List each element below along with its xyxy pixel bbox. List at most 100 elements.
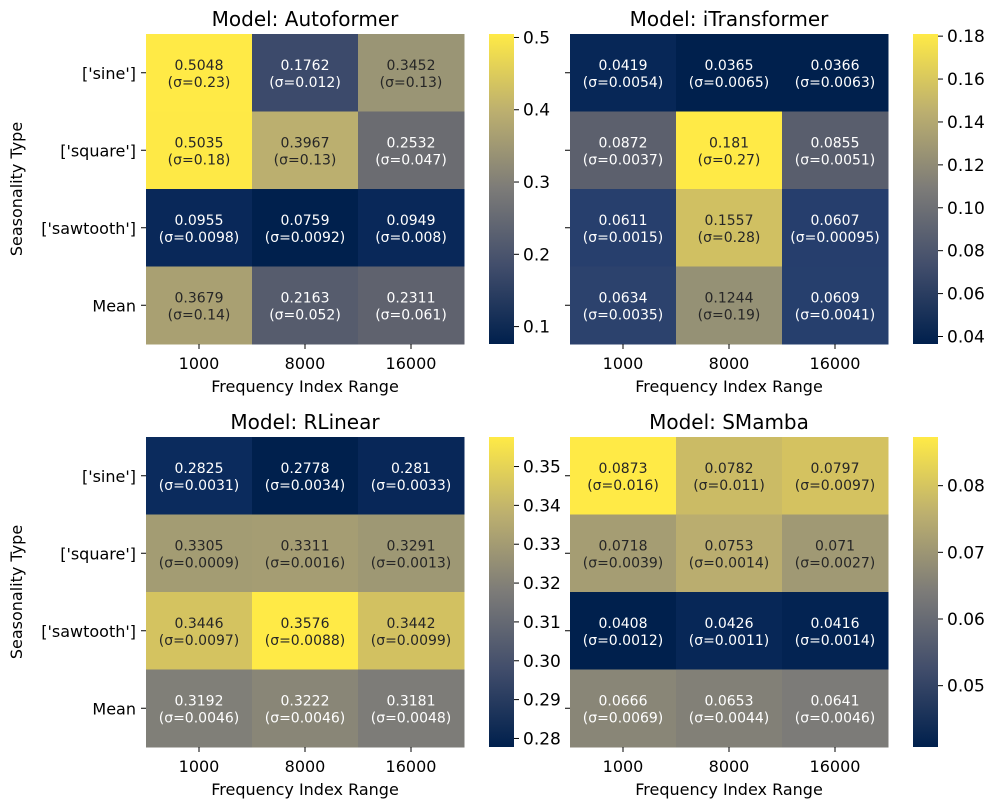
colorbar-tick-label: 0.35 (523, 458, 561, 478)
cell-sigma-label: (σ=0.0011) (689, 633, 770, 649)
heatmap-cell (782, 437, 889, 515)
y-tick-label: ['square'] (60, 544, 136, 563)
colorbar-tick-label: 0.31 (523, 613, 561, 633)
heatmap-cell (146, 437, 253, 515)
cell-sigma-label: (σ=0.0035) (583, 307, 664, 323)
heatmap-panel-1: Model: iTransformer 0.0419(σ=0.0054) 0.036… (565, 7, 985, 396)
colorbar-tick-label: 0.1 (523, 318, 550, 338)
cell-value-label: 0.0955 (175, 213, 224, 229)
heatmap-cell (358, 111, 465, 190)
heatmap-cell (570, 669, 677, 748)
heatmap-cell (570, 34, 677, 112)
cell-value-label: 0.5048 (175, 58, 224, 74)
cell-sigma-label: (σ=0.23) (168, 75, 231, 91)
cell-sigma-label: (σ=0.0044) (689, 710, 770, 726)
cell-value-label: 0.3452 (387, 58, 436, 74)
x-axis-label: Frequency Index Range (635, 780, 823, 799)
heatmap-cell (146, 514, 253, 593)
x-tick-label: 8000 (709, 757, 750, 776)
cell-sigma-label: (σ=0.008) (375, 230, 447, 246)
cell-value-label: 0.071 (815, 538, 855, 554)
heatmap-cell (570, 189, 677, 267)
colorbar-tick-label: 0.16 (947, 70, 985, 90)
cell-sigma-label: (σ=0.14) (168, 307, 231, 323)
heatmap-cell (570, 266, 677, 345)
heatmap-cell (676, 592, 783, 670)
cell-sigma-label: (σ=0.19) (698, 307, 761, 323)
cell-value-label: 0.5035 (175, 135, 224, 151)
cell-sigma-label: (σ=0.28) (698, 230, 761, 246)
cell-sigma-label: (σ=0.0046) (159, 710, 240, 726)
heatmap-cell (146, 592, 253, 670)
cell-sigma-label: (σ=0.012) (269, 75, 341, 91)
cell-sigma-label: (σ=0.0048) (371, 710, 452, 726)
cell-value-label: 0.0759 (281, 213, 330, 229)
cell-sigma-label: (σ=0.0014) (689, 555, 770, 571)
x-axis-label: Frequency Index Range (211, 377, 399, 396)
heatmap-panel-0: Model: Autoformer0.5048(σ=0.23)0.1762(σ=… (7, 7, 550, 396)
cell-value-label: 0.3305 (175, 538, 224, 554)
cell-sigma-label: (σ=0.0012) (583, 633, 664, 649)
cell-sigma-label: (σ=0.011) (693, 478, 765, 494)
panel-title: Model: RLinear (230, 410, 380, 434)
cell-sigma-label: (σ=0.0097) (795, 478, 876, 494)
x-tick-label: 16000 (386, 757, 437, 776)
x-tick-label: 1000 (179, 757, 220, 776)
cell-value-label: 0.3446 (175, 616, 224, 632)
cell-value-label: 0.0949 (387, 213, 436, 229)
cell-sigma-label: (σ=0.052) (269, 307, 341, 323)
heatmap-cell (782, 514, 889, 593)
heatmap-cell (358, 592, 465, 670)
cell-value-label: 0.0753 (705, 538, 754, 554)
colorbar-tick-label: 0.28 (523, 729, 561, 749)
cell-value-label: 0.281 (391, 461, 431, 477)
colorbar-tick-label: 0.4 (523, 101, 550, 121)
cell-sigma-label: (σ=0.0063) (795, 75, 876, 91)
cell-value-label: 0.0634 (599, 290, 648, 306)
cell-value-label: 0.0797 (811, 461, 860, 477)
heatmap-cell (570, 437, 677, 515)
x-tick-label: 1000 (603, 757, 644, 776)
cell-sigma-label: (σ=0.0046) (265, 710, 346, 726)
colorbar-tick-label: 0.04 (947, 327, 985, 347)
cell-sigma-label: (σ=0.0031) (159, 478, 240, 494)
colorbar-tick-label: 0.08 (947, 477, 985, 497)
cell-sigma-label: (σ=0.047) (375, 152, 447, 168)
heatmap-cell (782, 189, 889, 267)
cell-value-label: 0.3181 (387, 693, 436, 709)
cell-value-label: 0.2532 (387, 135, 436, 151)
cell-value-label: 0.0365 (705, 58, 754, 74)
heatmap-cell (252, 669, 359, 748)
colorbar-tick-label: 0.10 (947, 199, 985, 219)
cell-sigma-label: (σ=0.0034) (265, 478, 346, 494)
cell-sigma-label: (σ=0.13) (274, 152, 337, 168)
cell-value-label: 0.3442 (387, 616, 436, 632)
x-axis-label: Frequency Index Range (211, 780, 399, 799)
heatmap-panel-2: Model: RLinear0.2825(σ=0.0031)0.2778(σ=0… (7, 410, 561, 799)
heatmap-cell (570, 111, 677, 190)
cell-value-label: 0.0426 (705, 616, 754, 632)
colorbar-tick-label: 0.30 (523, 652, 561, 672)
cell-sigma-label: (σ=0.0088) (265, 633, 346, 649)
x-tick-label: 1000 (603, 354, 644, 373)
cell-sigma-label: (σ=0.0009) (159, 555, 240, 571)
cell-sigma-label: (σ=0.0037) (583, 152, 664, 168)
cell-sigma-label: (σ=0.0065) (689, 75, 770, 91)
cell-value-label: 0.3679 (175, 290, 224, 306)
cell-value-label: 0.1762 (281, 58, 330, 74)
cell-value-label: 0.0607 (811, 213, 860, 229)
cell-value-label: 0.3576 (281, 616, 330, 632)
x-tick-label: 8000 (709, 354, 750, 373)
colorbar-tick-label: 0.5 (523, 28, 550, 48)
heatmap-cell (358, 437, 465, 515)
cell-sigma-label: (σ=0.0099) (371, 633, 452, 649)
heatmap-cell (358, 514, 465, 593)
colorbar-tick-label: 0.14 (947, 113, 985, 133)
cell-sigma-label: (σ=0.0015) (583, 230, 664, 246)
heatmap-cell (782, 111, 889, 190)
heatmap-cell (358, 189, 465, 267)
cell-sigma-label: (σ=0.13) (380, 75, 443, 91)
heatmap-cell (146, 189, 253, 267)
colorbar-tick-label: 0.18 (947, 27, 985, 47)
cell-sigma-label: (σ=0.27) (698, 152, 761, 168)
